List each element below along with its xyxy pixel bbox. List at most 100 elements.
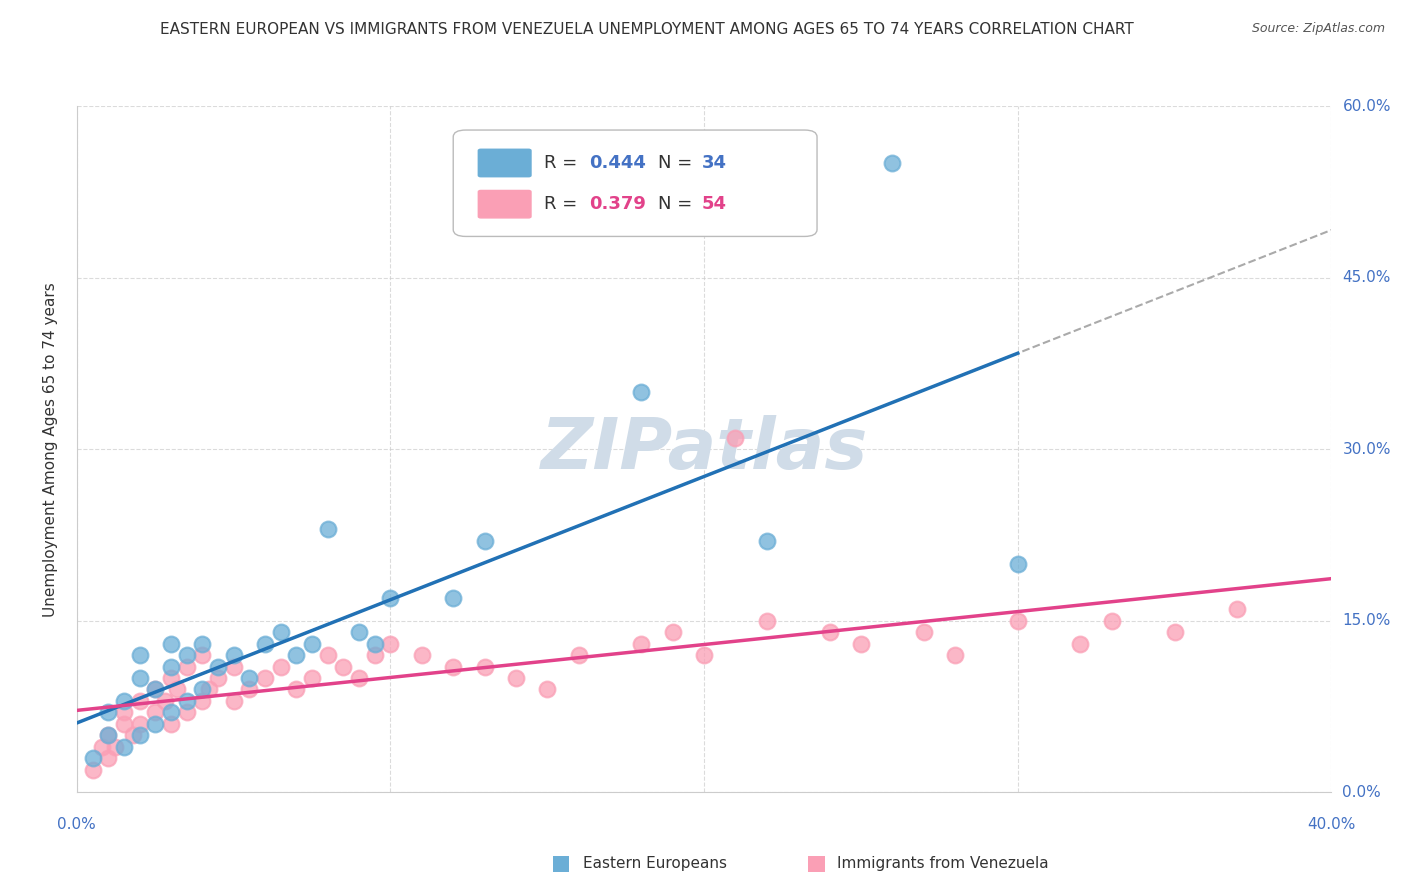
Text: 54: 54 xyxy=(702,195,727,213)
Point xyxy=(316,522,339,536)
Point xyxy=(222,648,245,662)
Text: 60.0%: 60.0% xyxy=(1343,98,1391,113)
Point xyxy=(285,648,308,662)
Text: 0.379: 0.379 xyxy=(589,195,645,213)
Text: R =: R = xyxy=(544,195,582,213)
Point xyxy=(143,682,166,697)
Point xyxy=(176,648,198,662)
Point xyxy=(128,648,150,662)
Point xyxy=(97,728,120,742)
Point xyxy=(380,591,402,605)
Point xyxy=(160,706,183,720)
Point xyxy=(207,659,229,673)
Point xyxy=(128,716,150,731)
Text: N =: N = xyxy=(658,154,697,172)
Text: Source: ZipAtlas.com: Source: ZipAtlas.com xyxy=(1251,22,1385,36)
Point xyxy=(849,637,872,651)
FancyBboxPatch shape xyxy=(453,130,817,236)
Point xyxy=(112,706,135,720)
Point xyxy=(332,659,354,673)
Text: EASTERN EUROPEAN VS IMMIGRANTS FROM VENEZUELA UNEMPLOYMENT AMONG AGES 65 TO 74 Y: EASTERN EUROPEAN VS IMMIGRANTS FROM VENE… xyxy=(160,22,1133,37)
Point xyxy=(661,625,683,640)
Point xyxy=(630,384,652,399)
Point xyxy=(347,625,370,640)
Text: 0.0%: 0.0% xyxy=(1343,785,1381,800)
Point xyxy=(176,706,198,720)
Point xyxy=(1226,602,1249,616)
Y-axis label: Unemployment Among Ages 65 to 74 years: Unemployment Among Ages 65 to 74 years xyxy=(44,282,58,616)
Text: 15.0%: 15.0% xyxy=(1343,614,1391,628)
Point xyxy=(364,648,387,662)
Point xyxy=(285,682,308,697)
Point xyxy=(166,682,188,697)
Text: Immigrants from Venezuela: Immigrants from Venezuela xyxy=(837,856,1049,871)
Point xyxy=(364,637,387,651)
Point xyxy=(191,682,214,697)
Point xyxy=(176,659,198,673)
Point xyxy=(143,716,166,731)
Point xyxy=(82,751,104,765)
Point xyxy=(474,533,496,548)
Point xyxy=(1007,557,1029,571)
Point xyxy=(197,682,219,697)
Point xyxy=(1069,637,1091,651)
Point xyxy=(160,671,183,685)
Point xyxy=(724,431,747,445)
Point xyxy=(112,716,135,731)
Point xyxy=(755,614,778,628)
Point xyxy=(347,671,370,685)
Text: 0.0%: 0.0% xyxy=(58,817,96,832)
Point xyxy=(474,659,496,673)
Point xyxy=(693,648,716,662)
Text: Eastern Europeans: Eastern Europeans xyxy=(583,856,727,871)
Point xyxy=(176,694,198,708)
Point xyxy=(97,728,120,742)
Point xyxy=(1163,625,1185,640)
Text: 45.0%: 45.0% xyxy=(1343,270,1391,285)
Point xyxy=(82,763,104,777)
Point xyxy=(411,648,433,662)
Point xyxy=(270,659,292,673)
Point xyxy=(143,682,166,697)
Point xyxy=(568,648,591,662)
Point xyxy=(630,637,652,651)
Point xyxy=(128,671,150,685)
Point xyxy=(505,671,527,685)
Point xyxy=(755,533,778,548)
Text: ZIPatlas: ZIPatlas xyxy=(540,415,868,483)
Point xyxy=(128,694,150,708)
Point xyxy=(207,671,229,685)
FancyBboxPatch shape xyxy=(478,149,531,177)
Point xyxy=(301,671,323,685)
Point xyxy=(191,648,214,662)
Point xyxy=(91,739,114,754)
Text: 30.0%: 30.0% xyxy=(1343,442,1391,457)
Point xyxy=(316,648,339,662)
Point xyxy=(153,694,176,708)
Text: R =: R = xyxy=(544,154,582,172)
Point xyxy=(222,694,245,708)
Point xyxy=(122,728,145,742)
Point xyxy=(97,751,120,765)
Text: N =: N = xyxy=(658,195,697,213)
Point xyxy=(536,682,558,697)
Point xyxy=(912,625,935,640)
Point xyxy=(160,659,183,673)
Point xyxy=(222,659,245,673)
Point xyxy=(1101,614,1123,628)
Point xyxy=(143,706,166,720)
Point xyxy=(270,625,292,640)
Point xyxy=(441,591,464,605)
Point xyxy=(943,648,966,662)
Point xyxy=(112,739,135,754)
Text: 34: 34 xyxy=(702,154,727,172)
Point xyxy=(441,659,464,673)
Point xyxy=(128,728,150,742)
Point xyxy=(238,671,260,685)
Text: 40.0%: 40.0% xyxy=(1308,817,1355,832)
Point xyxy=(380,637,402,651)
Point xyxy=(191,637,214,651)
Point xyxy=(160,716,183,731)
Point xyxy=(191,694,214,708)
Point xyxy=(818,625,841,640)
